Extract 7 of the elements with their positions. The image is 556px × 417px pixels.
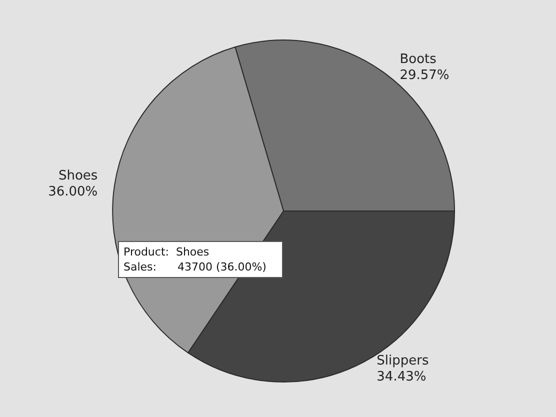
data-label: 34.43%	[376, 369, 426, 384]
slice-label: Boots	[400, 52, 437, 68]
data-label: 29.57%	[400, 68, 450, 84]
text: Product: Shoes Sales: 43700 (36.00%)	[124, 246, 266, 274]
data-label: 36.00%	[48, 184, 98, 200]
slice-label: Slippers	[376, 353, 429, 368]
slice-label: Shoes	[58, 168, 98, 184]
